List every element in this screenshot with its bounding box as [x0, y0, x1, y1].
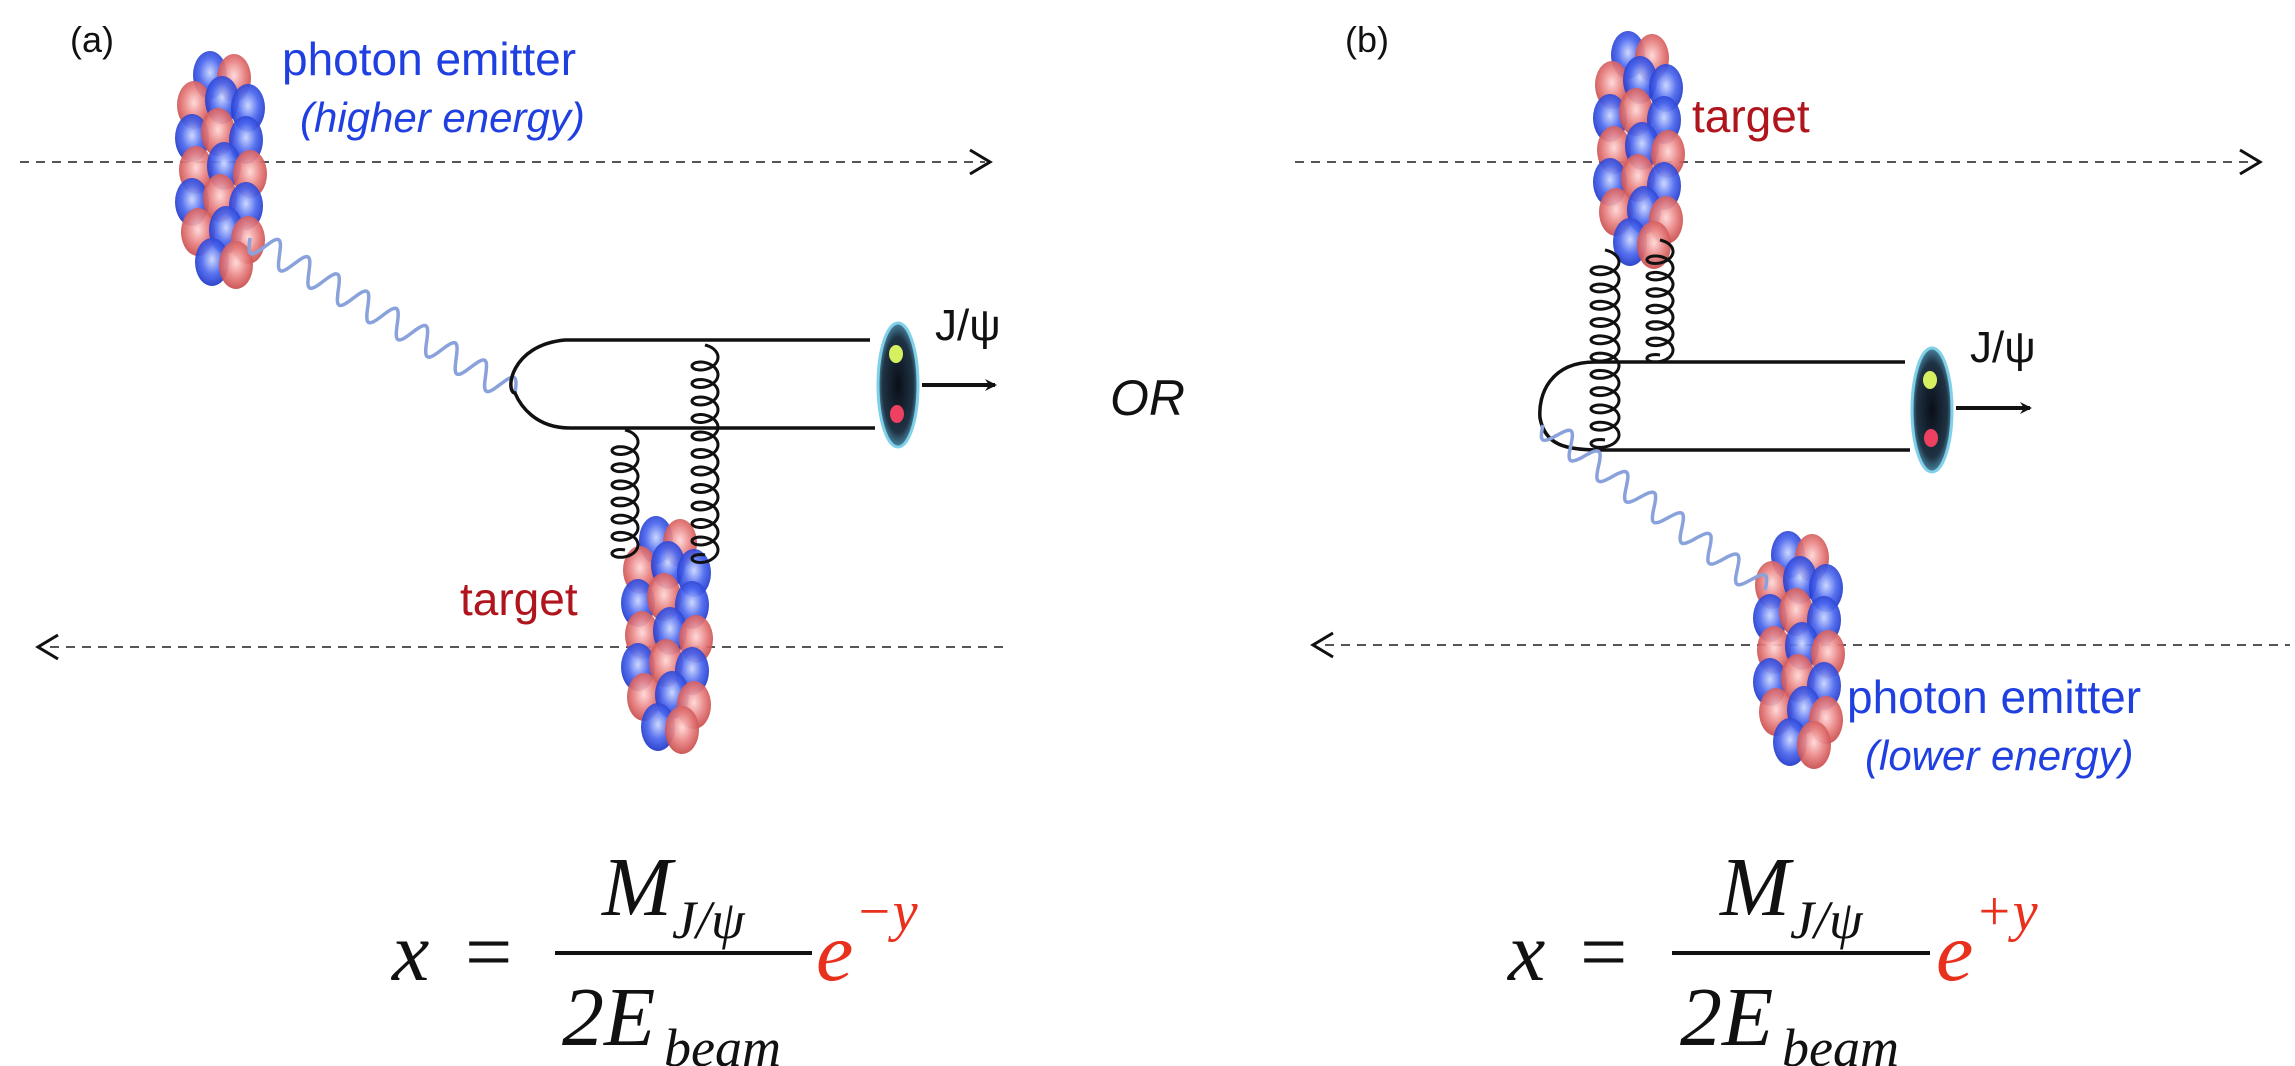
emitter-note-b: (lower energy): [1865, 732, 2133, 779]
formula-b-exp-power: +y: [1975, 881, 2038, 943]
charm-quark-b: [1923, 371, 1937, 389]
panel-b-label: (b): [1345, 19, 1389, 60]
gluon-line-a1: [610, 428, 640, 559]
formula-b: x = M J/ψ 2E beam e +y: [1506, 841, 2038, 1066]
target-nucleus-a: [621, 516, 713, 754]
gluon-line-b2: [1645, 238, 1675, 364]
proton: [1797, 721, 1831, 769]
meson-label-a: J/ψ: [935, 301, 1001, 350]
gluon-line-b1: [1589, 248, 1621, 449]
formula-a: x = M J/ψ 2E beam e −y: [390, 841, 918, 1066]
anticharm-quark-a: [890, 405, 904, 423]
formula-a-exp-power: −y: [855, 881, 918, 943]
lower-beam-arrow-a: [35, 633, 59, 661]
proton: [219, 241, 253, 289]
emitter-title-b: photon emitter: [1847, 671, 2141, 723]
formula-b-lhs: x: [1506, 906, 1545, 999]
formula-a-den-sub: beam: [664, 1018, 781, 1066]
quark-loop-a: [509, 338, 875, 430]
jpsi-meson-b: [1910, 346, 1954, 474]
emitter-nucleus-b: [1753, 531, 1845, 769]
formula-b-exp-base: e: [1936, 906, 1973, 999]
photon-line-a: [247, 237, 518, 394]
proton: [665, 706, 699, 754]
formula-b-den-main: 2E: [1680, 971, 1773, 1064]
gluon-line-a2: [690, 343, 720, 565]
formula-b-num-main: M: [1719, 841, 1794, 934]
photon-line-b: [1539, 424, 1769, 591]
target-label-b: target: [1692, 90, 1810, 142]
formula-a-den-main: 2E: [562, 971, 655, 1064]
or-separator: OR: [1110, 370, 1185, 426]
formula-a-eq: =: [465, 906, 512, 999]
lower-beam-arrow-b: [1310, 631, 1334, 659]
formula-a-lhs: x: [390, 906, 429, 999]
formula-a-num-sub: J/ψ: [672, 890, 746, 950]
meson-label-b: J/ψ: [1970, 323, 2036, 372]
upper-beam-arrow-b: [2239, 148, 2263, 176]
emitter-note-a: (higher energy): [300, 94, 585, 141]
emitter-nucleus-a: [175, 51, 267, 289]
panel-a-label: (a): [70, 19, 114, 60]
anticharm-quark-b: [1924, 429, 1938, 447]
formula-b-eq: =: [1580, 906, 1627, 999]
emitter-title-a: photon emitter: [282, 33, 576, 85]
formula-b-den-sub: beam: [1782, 1018, 1899, 1066]
target-nucleus-b: [1593, 31, 1685, 269]
panel-a: (a) J/ψ photon emitter (higher energy) t…: [20, 19, 1010, 1066]
charm-quark-a: [889, 345, 903, 363]
target-label-a: target: [460, 573, 578, 625]
formula-a-exp-base: e: [816, 906, 853, 999]
quark-loop-b: [1538, 360, 1910, 452]
jpsi-meson-a: [876, 321, 920, 449]
upper-beam-arrow-a: [969, 148, 993, 176]
panel-b: (b) J/ψ target photon emitter (lower ene…: [1295, 19, 2290, 1066]
formula-a-num-main: M: [601, 841, 676, 934]
formula-b-num-sub: J/ψ: [1790, 890, 1864, 950]
